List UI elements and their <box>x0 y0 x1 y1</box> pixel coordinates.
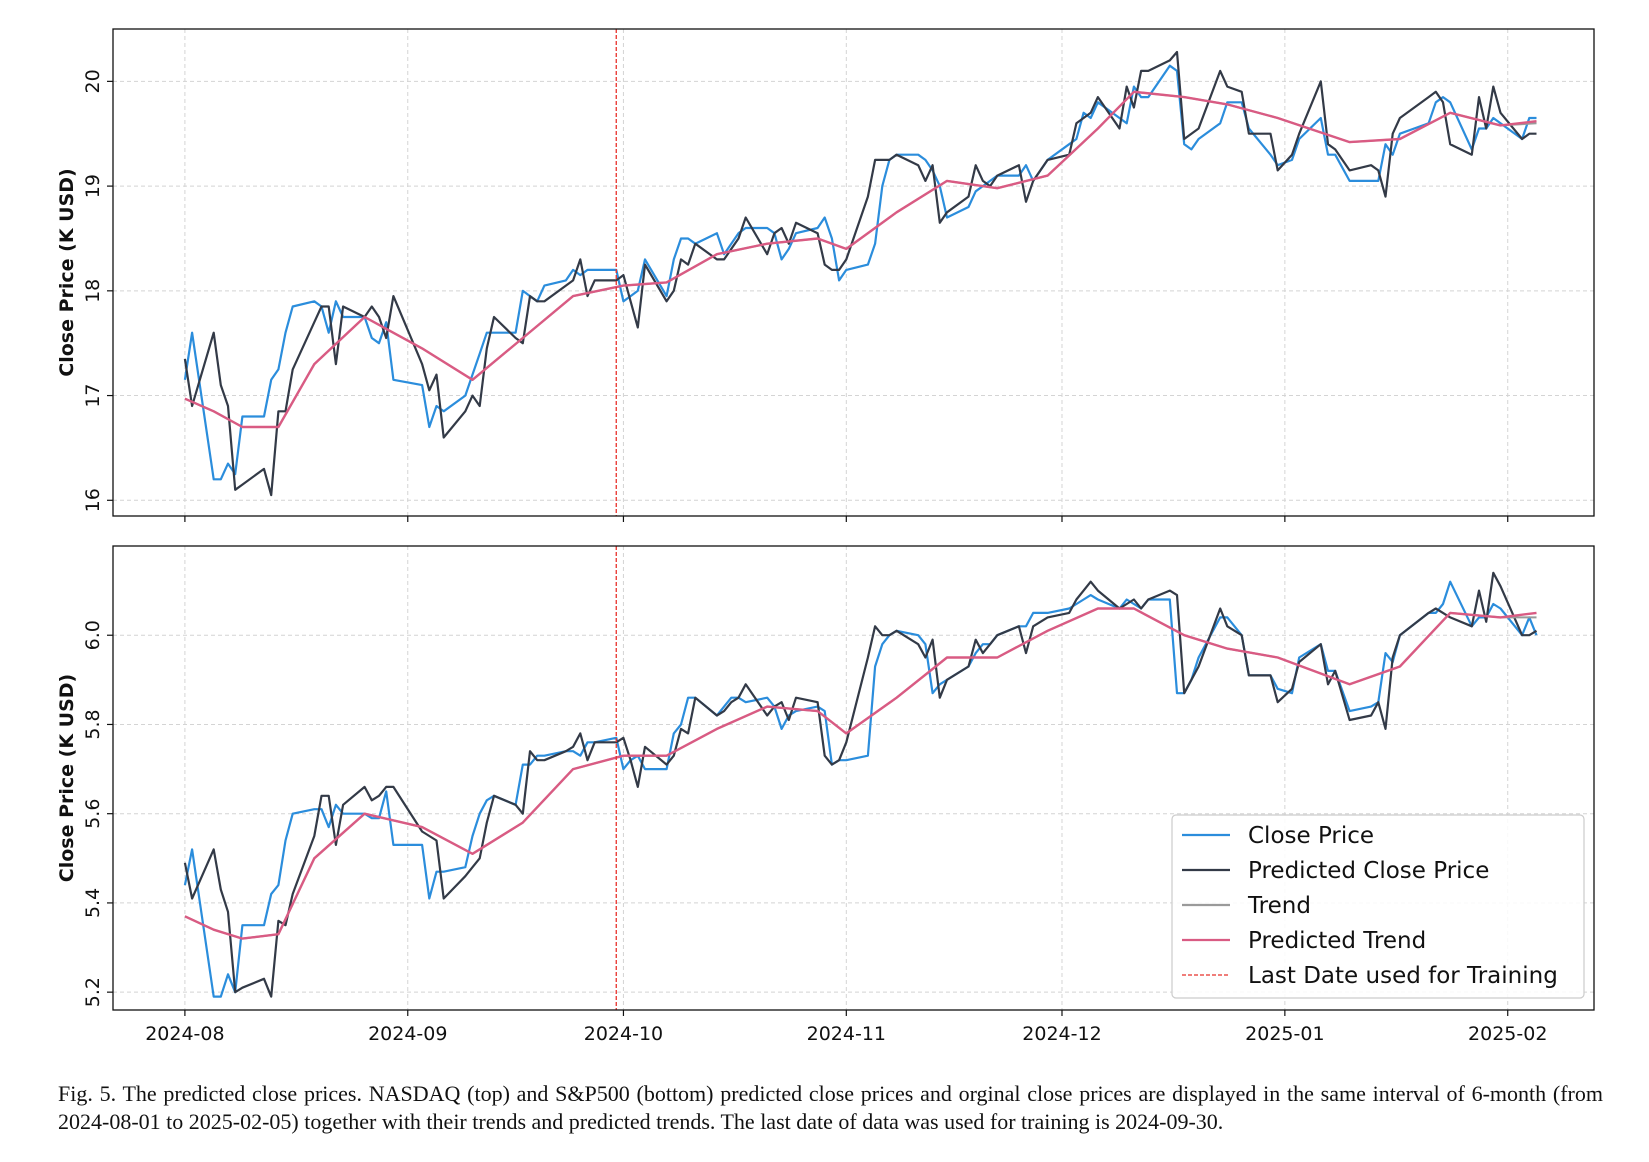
y-tick-label: 16 <box>82 488 104 512</box>
plot-frame <box>112 28 1595 517</box>
x-tick-label: 2025-02 <box>1468 1023 1547 1045</box>
y-tick-label: 5.2 <box>82 977 104 1007</box>
legend: Close Price Predicted Close Price Trend Pre… <box>1171 814 1585 999</box>
series-line-predicted-trend <box>184 90 1537 429</box>
series-line-predicted-close <box>183 571 1538 998</box>
legend-label: Predicted Close Price <box>1248 858 1489 884</box>
y-tick-label: 20 <box>82 69 104 93</box>
legend-label: Close Price <box>1248 823 1374 849</box>
y-tick-label: 6.0 <box>82 620 104 650</box>
x-tick-label: 2024-09 <box>368 1023 447 1045</box>
y-tick-label: 19 <box>82 174 104 198</box>
series-line-predicted-trend <box>184 607 1537 940</box>
series-line-trend <box>184 90 1537 428</box>
y-axis-label: Close Price (K USD) <box>56 168 78 376</box>
y-tick-label: 5.6 <box>82 799 104 829</box>
x-tick-label: 2024-11 <box>807 1023 886 1045</box>
figure-caption: Fig. 5. The predicted close prices. NASD… <box>58 1081 1603 1134</box>
legend-label: Predicted Trend <box>1248 928 1426 954</box>
sp500-panel: 2024-08 2024-09 2024-10 2024-11 2024-12 2025-… <box>56 545 1595 1045</box>
legend-label: Trend <box>1247 893 1311 919</box>
x-tick-label: 2025-01 <box>1245 1023 1324 1045</box>
plot-frame <box>112 545 1595 1011</box>
series-line-close <box>183 64 1537 481</box>
y-tick-label: 5.8 <box>82 709 104 739</box>
nasdaq-panel: 16 17 18 19 20 Close Price (K USD) <box>56 28 1595 522</box>
legend-label: Last Date used for Training <box>1248 963 1558 989</box>
y-axis-label: Close Price (K USD) <box>56 674 78 882</box>
x-tick-label: 2024-12 <box>1022 1023 1101 1045</box>
y-tick-label: 17 <box>82 383 104 407</box>
y-tick-label: 5.4 <box>82 888 104 918</box>
legend-box <box>1171 814 1585 999</box>
series-line-predicted-close <box>183 50 1537 497</box>
y-tick-label: 18 <box>82 279 104 303</box>
x-tick-label: 2024-08 <box>145 1023 224 1045</box>
x-tick-label: 2024-10 <box>584 1023 663 1045</box>
